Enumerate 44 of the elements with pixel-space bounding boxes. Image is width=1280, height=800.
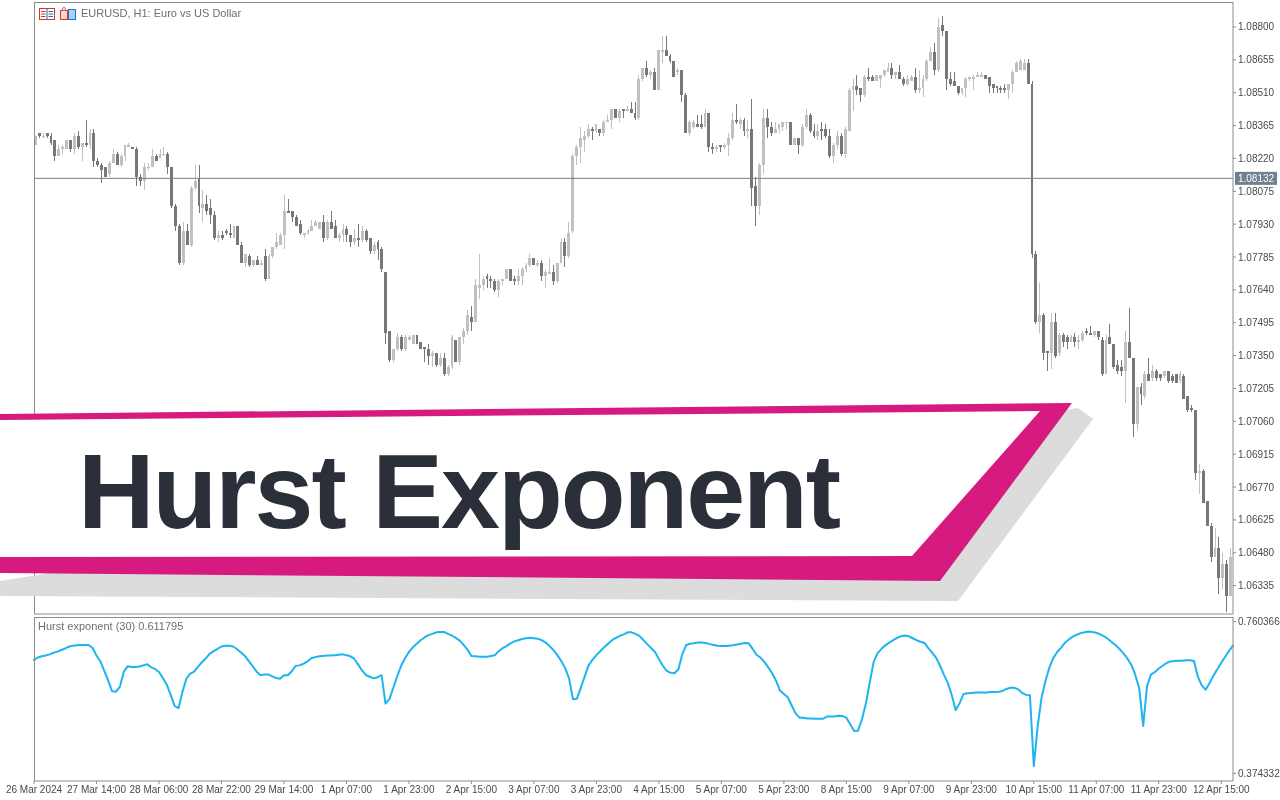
- y-tick-label: 1.06915: [1238, 448, 1275, 460]
- x-tick-label: 4 Apr 15:00: [633, 784, 685, 796]
- x-tick-label: 9 Apr 07:00: [883, 784, 935, 796]
- y-tick-label: 1.07495: [1238, 317, 1275, 329]
- y-tick-label: 0.374332: [1238, 767, 1280, 779]
- x-tick-label: 27 Mar 14:00: [67, 784, 127, 796]
- annotation: Hurst Exponent: [78, 432, 840, 550]
- y-tick-label: 1.07930: [1238, 218, 1275, 230]
- y-tick-label: 1.06480: [1238, 547, 1275, 559]
- y-tick-label: 1.06770: [1238, 481, 1275, 493]
- x-tick-label: 9 Apr 23:00: [945, 784, 998, 796]
- x-tick-label: 3 Apr 07:00: [508, 784, 560, 796]
- x-tick-label: 2 Apr 15:00: [445, 784, 498, 796]
- y-tick-label: 1.08510: [1238, 87, 1275, 99]
- y-tick-label: 1.06625: [1238, 514, 1275, 526]
- x-tick-label: 5 Apr 07:00: [695, 784, 748, 796]
- x-tick-label: 29 Mar 14:00: [254, 784, 314, 796]
- y-tick-label: 1.07060: [1238, 415, 1275, 427]
- x-tick-label: 11 Apr 07:00: [1068, 784, 1125, 796]
- x-tick-label: 3 Apr 23:00: [570, 784, 623, 796]
- y-tick-label: 1.07350: [1238, 350, 1275, 362]
- x-tick-label: 28 Mar 22:00: [192, 784, 252, 796]
- y-tick-label: 1.08365: [1238, 120, 1275, 132]
- y-tick-label: 0.760366: [1238, 616, 1280, 628]
- x-tick-label: 5 Apr 23:00: [758, 784, 810, 796]
- y-tick-label: 1.07785: [1238, 251, 1275, 263]
- chart-title: Hurst exponent (30) 0.611795: [38, 620, 184, 632]
- y-tick-label: 1.06335: [1238, 580, 1275, 592]
- text: EURUSD, H1: Euro vs US Dollar: [81, 7, 242, 19]
- y-tick-label: 1.08075: [1238, 185, 1275, 197]
- x-tick-label: 26 Mar 2024: [5, 784, 63, 796]
- x-tick-label: 8 Apr 15:00: [820, 784, 873, 796]
- x-tick-label: 28 Mar 06:00: [129, 784, 189, 796]
- x-tick-label: 12 Apr 15:00: [1192, 784, 1251, 796]
- y-tick-label: 1.08800: [1238, 21, 1275, 33]
- y-tick-label: 1.07640: [1238, 284, 1275, 296]
- x-tick-label: 10 Apr 15:00: [1005, 784, 1063, 796]
- y-tick-label: 1.08220: [1238, 152, 1275, 164]
- ref-line-label: 1.08132: [1237, 172, 1275, 184]
- x-tick-label: 1 Apr 23:00: [383, 784, 435, 796]
- x-tick-label: 11 Apr 23:00: [1130, 784, 1188, 796]
- y-tick-label: 1.07205: [1238, 383, 1275, 395]
- x-tick-label: 1 Apr 07:00: [320, 784, 373, 796]
- y-tick-label: 1.08655: [1238, 54, 1275, 66]
